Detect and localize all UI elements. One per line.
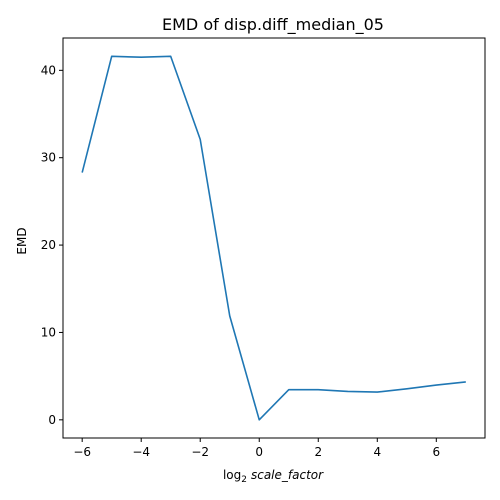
x-tick-label: −4 bbox=[132, 445, 150, 459]
series-line bbox=[81, 55, 466, 421]
y-axis: 0 10 20 30 40 bbox=[41, 63, 63, 427]
x-tick-label: 6 bbox=[432, 445, 440, 459]
x-tick-label: 0 bbox=[255, 445, 263, 459]
x-tick-label: 2 bbox=[314, 445, 322, 459]
plot-area bbox=[81, 55, 466, 421]
x-axis-label: log2 scale_factor bbox=[223, 468, 324, 485]
x-axis-label-italic: scale_factor bbox=[251, 468, 324, 482]
y-tick-label: 0 bbox=[48, 413, 56, 427]
y-tick-label: 30 bbox=[41, 151, 56, 165]
x-tick-label: −2 bbox=[191, 445, 209, 459]
y-tick-label: 20 bbox=[41, 238, 56, 252]
y-tick-label: 40 bbox=[41, 63, 56, 77]
x-tick-label: −6 bbox=[73, 445, 91, 459]
x-tick-label: 4 bbox=[373, 445, 381, 459]
x-axis: −6 −4 −2 0 2 4 6 bbox=[73, 438, 440, 459]
y-axis-label: EMD bbox=[15, 227, 29, 254]
x-axis-label-log: log bbox=[223, 468, 241, 482]
y-tick-label: 10 bbox=[41, 325, 56, 339]
chart-title: EMD of disp.diff_median_05 bbox=[162, 15, 384, 35]
x-axis-label-subscript: 2 bbox=[241, 475, 247, 485]
plot-frame bbox=[62, 37, 486, 439]
